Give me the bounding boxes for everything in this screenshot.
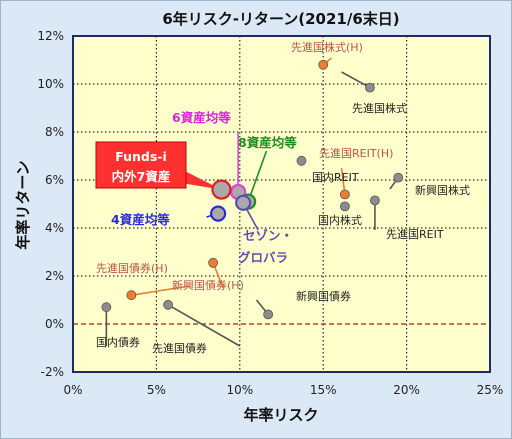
data-point [210,205,227,222]
y-tick-label: 12% [37,29,64,43]
point-label: 国内債券 [96,335,140,349]
point-label: 4資産均等 [111,212,170,227]
y-tick-label: 10% [37,77,64,91]
y-tick-label: 4% [45,221,64,235]
x-tick-label: 0% [63,383,82,397]
leader-line [167,304,241,347]
data-point [208,257,219,268]
data-point [235,194,252,211]
data-point [318,59,329,70]
data-points [101,59,404,320]
y-tick-label: 6% [45,173,64,187]
plot-area [72,35,491,373]
point-label: 新興国債券 [296,289,351,303]
data-point [365,82,375,93]
point-label: 先進国REIT [386,228,444,241]
point-label: グロバラ [238,250,288,265]
data-point [339,201,350,212]
funds-i-label: Funds-i [115,149,167,164]
point-label: 国内株式 [318,213,362,227]
x-axis-label: 年率リスク [243,406,318,424]
leader-lines [105,57,399,347]
point-label: 先進国REIT(H) [319,147,393,160]
data-point [101,302,112,313]
data-point [211,179,232,200]
tick-labels: 0% 5% 10% 15% 20% 25% -2% 0% 2% 4% 6% 8% 10% 12% [37,29,503,397]
point-label: 6資産均等 [172,110,231,125]
point-label: 先進国株式(H) [291,40,363,54]
leader-line [247,150,268,202]
data-point [339,189,350,200]
y-tick-label: -2% [41,365,64,379]
y-axis-label: 年率リターン [14,160,32,249]
y-tick-label: 2% [45,269,64,283]
funds-i-callout [95,141,187,189]
point-label: セゾン・ [243,228,293,243]
point-label: 先進国株式 [352,101,407,115]
data-point [393,172,404,183]
y-tick-label: 8% [45,125,64,139]
x-tick-label: 5% [147,383,166,397]
point-label: 新興国株式 [415,183,470,197]
point-label: 国内REIT [312,170,359,184]
point-label: 先進国債券(H) [96,261,168,275]
point-label: 先進国債券 [152,341,207,355]
data-point [370,195,380,206]
data-point [163,299,173,310]
leader-line [131,285,190,296]
x-tick-label: 25% [477,383,504,397]
x-tick-label: 20% [393,383,420,397]
chart-title: 6年リスク-リターン(2021/6末日) [162,10,399,28]
data-point [296,155,307,166]
point-label: 新興国債券(H) [172,278,244,292]
funds-i-label-line2: 内外7資産 [112,169,171,184]
y-tick-label: 0% [45,317,64,331]
leader-line [341,71,371,89]
data-point [126,290,137,301]
data-point [263,309,274,320]
point-label: 8資産均等 [238,135,297,150]
x-tick-label: 15% [310,383,337,397]
x-tick-label: 10% [226,383,253,397]
